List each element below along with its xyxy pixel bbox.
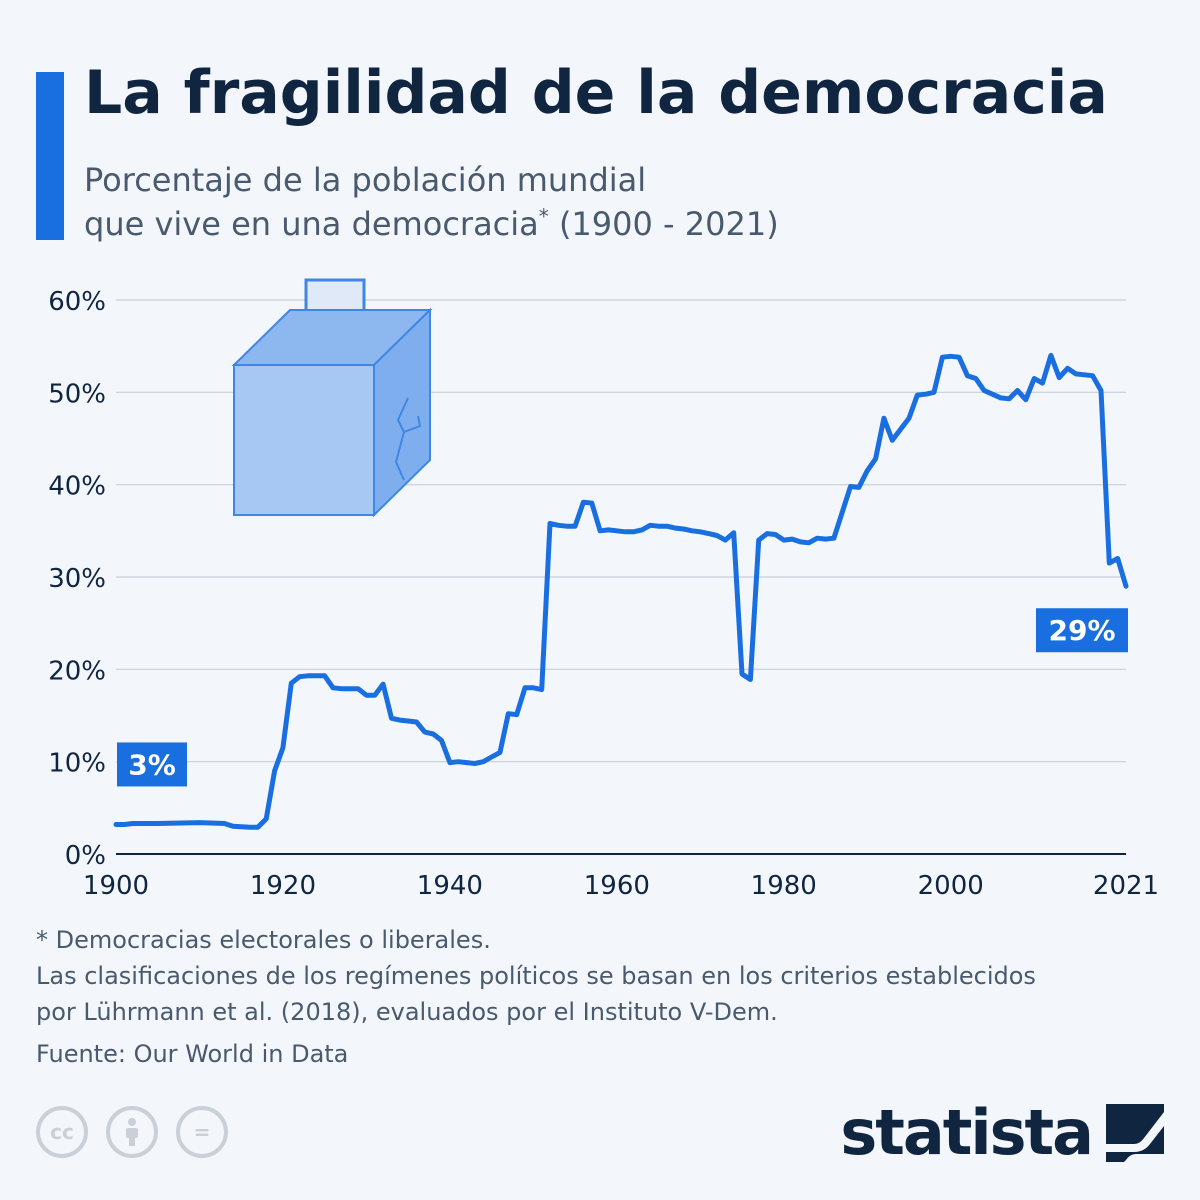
x-tick-label: 1960 — [584, 871, 650, 901]
y-tick-label: 0% — [65, 841, 106, 871]
y-tick-label: 20% — [48, 656, 106, 686]
x-tick-label: 2000 — [918, 871, 984, 901]
x-tick-label: 1980 — [751, 871, 817, 901]
page-title: La fragilidad de la democracia — [84, 58, 1108, 128]
statista-logo: statista — [840, 1096, 1164, 1169]
y-tick-label: 50% — [48, 379, 106, 409]
brand-wordmark: statista — [840, 1096, 1094, 1169]
annotations: 3% 29% — [117, 608, 1128, 787]
footnote-methodology-2: por Lührmann et al. (2018), evaluados po… — [36, 998, 778, 1026]
series-line-democracy — [113, 352, 1129, 830]
footnote-asterisk: * Democracias electorales o liberales. — [36, 926, 491, 954]
license-icons: cc = — [36, 1106, 228, 1158]
subtitle-line-1: Porcentaje de la población mundial — [84, 161, 647, 199]
x-tick-label: 1940 — [417, 871, 483, 901]
page-subtitle: Porcentaje de la población mundial que v… — [84, 158, 984, 246]
y-tick-label: 40% — [48, 472, 106, 502]
grid-layer — [116, 299, 1126, 763]
footnote-methodology-1: Las clasificaciones de los regímenes pol… — [36, 962, 1036, 990]
subtitle-line-2a: que vive en una democracia — [84, 205, 539, 243]
data-label-box — [117, 742, 187, 787]
ballot-box-icon — [231, 278, 433, 518]
source-note: Fuente: Our World in Data — [36, 1040, 349, 1068]
y-tick-label: 30% — [48, 564, 106, 594]
footnotes: * Democracias electorales o liberales. L… — [36, 922, 1176, 1072]
statista-mark-icon — [1106, 1103, 1164, 1162]
y-axis: 0% 10% 20% 30% 40% 50% 60% — [48, 287, 106, 871]
subtitle-asterisk: * — [538, 204, 549, 229]
no-derivatives-icon: = — [176, 1106, 228, 1158]
line-chart: 0% 10% 20% 30% 40% 50% 60% 1900 1920 1940 1960 198… — [48, 278, 1159, 901]
attribution-icon — [106, 1106, 158, 1158]
y-tick-label: 10% — [48, 749, 106, 779]
y-tick-label: 60% — [48, 287, 106, 317]
x-tick-label: 1900 — [83, 871, 149, 901]
accent-bar — [36, 72, 64, 240]
x-tick-label: 2021 — [1093, 871, 1159, 901]
x-axis: 1900 1920 1940 1960 1980 2000 2021 — [83, 871, 1159, 901]
cc-icon: cc — [36, 1106, 88, 1158]
data-label-box — [1036, 608, 1128, 653]
data-label: 29% — [1048, 614, 1115, 647]
data-label: 3% — [128, 748, 176, 781]
subtitle-line-2b: (1900 - 2021) — [548, 205, 779, 243]
x-tick-label: 1920 — [250, 871, 316, 901]
